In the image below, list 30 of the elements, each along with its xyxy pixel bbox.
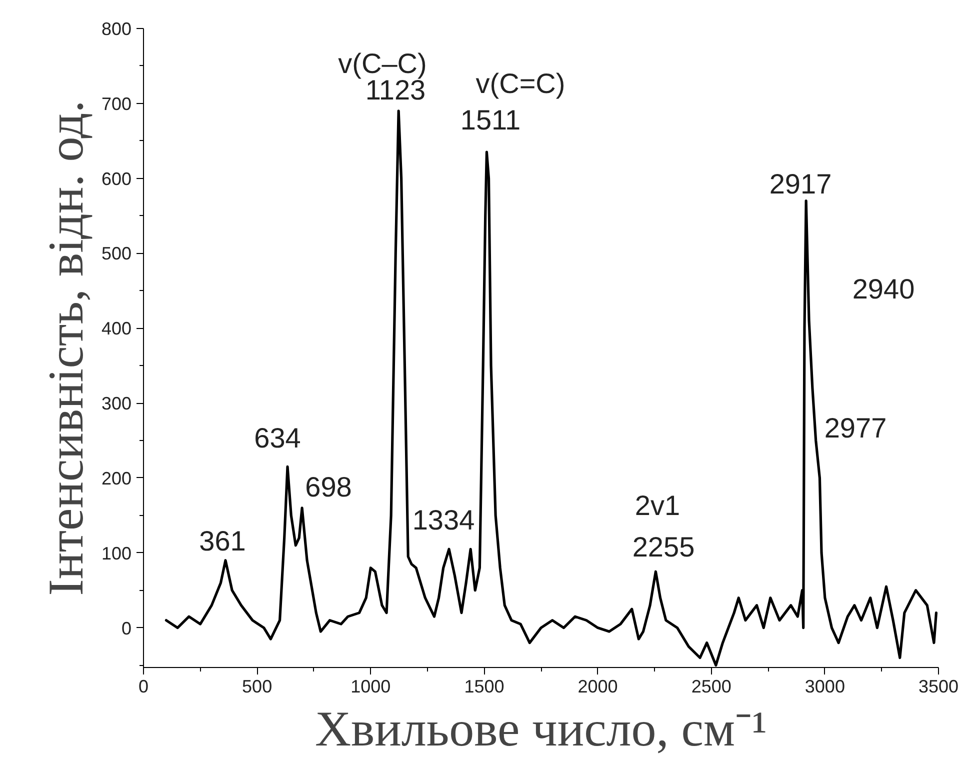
x-tick-label: 1500 [464, 676, 504, 696]
y-tick-label: 300 [101, 394, 132, 414]
y-axis-title: Інтенсивність, відн. од. [37, 100, 94, 596]
annotation: 361 [199, 526, 246, 556]
annotation: 2255 [632, 532, 695, 562]
annotation: 2940 [852, 274, 915, 304]
y-tick-label: 100 [101, 543, 132, 564]
y-tick-label: 800 [101, 19, 132, 39]
y-tick-label: 600 [101, 168, 132, 189]
x-axis-title: Хвильове число, см⁻¹ [314, 700, 768, 756]
x-tick-label: 2000 [578, 676, 618, 696]
x-tick-label: 1000 [350, 676, 391, 696]
x-tick-label: 2500 [691, 676, 732, 696]
annotation: 698 [305, 472, 352, 502]
x-tick-label: 0 [138, 676, 149, 696]
y-tick-label: 400 [101, 318, 132, 339]
y-tick-label: 500 [101, 244, 132, 264]
annotation: 2977 [824, 412, 887, 444]
y-tick-label: 200 [101, 468, 132, 488]
annotation: 1334 [412, 504, 475, 536]
x-tick-label: 3000 [804, 676, 845, 696]
x-tick-label: 500 [242, 676, 272, 696]
y-tick-label: 700 [101, 94, 132, 114]
annotation: 634 [254, 422, 301, 454]
y-tick-label: 0 [121, 618, 132, 638]
annotation: 1511 [460, 104, 521, 136]
annotation: v(C=C) [476, 68, 566, 99]
annotation: 2917 [769, 168, 832, 200]
x-tick-label: 3500 [918, 676, 959, 696]
annotation: 2v1 [634, 490, 680, 521]
